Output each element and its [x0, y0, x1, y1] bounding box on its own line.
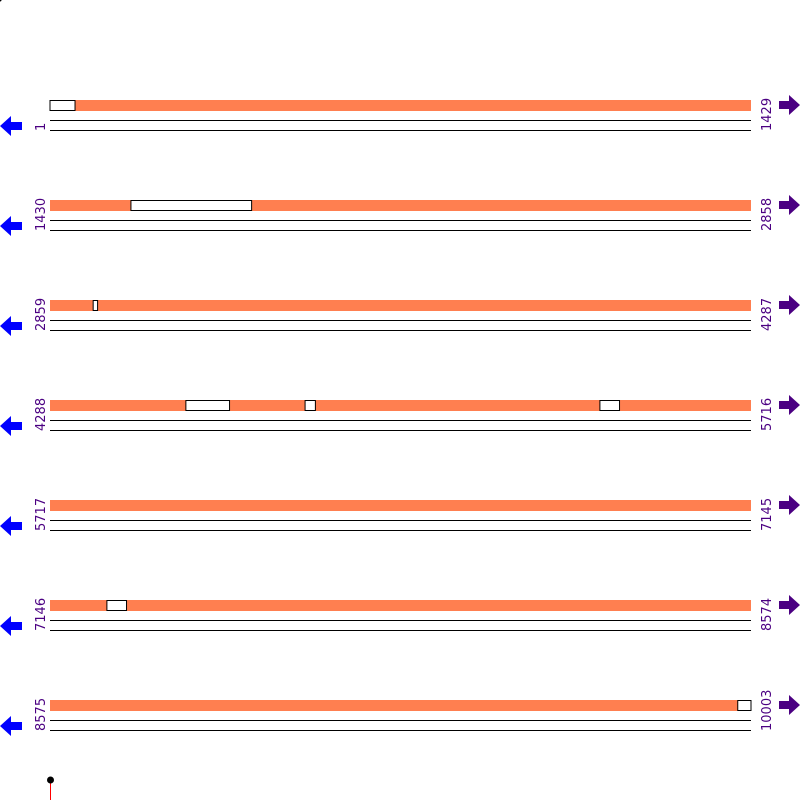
row-end-label: 7145: [760, 498, 775, 531]
coverage-bar: [50, 700, 751, 711]
row-start-label: 1: [34, 123, 49, 131]
coverage-bar: [50, 400, 751, 411]
coverage-gap: [130, 200, 253, 211]
coverage-gap: [106, 600, 128, 611]
row-end-label: 5716: [760, 398, 775, 431]
coverage-gap: [737, 700, 752, 711]
arrow-left-icon[interactable]: [0, 316, 22, 336]
arrow-left-icon[interactable]: [0, 216, 22, 236]
arrow-right-icon[interactable]: [779, 595, 800, 615]
position-marker-dot: [47, 776, 54, 784]
coverage-bar: [50, 600, 751, 611]
arrow-right-icon[interactable]: [779, 695, 800, 715]
arrow-left-icon[interactable]: [0, 116, 22, 136]
row-end-label: 4287: [760, 298, 775, 331]
coverage-gap: [49, 100, 76, 111]
row-start-label: 4288: [34, 398, 49, 431]
arrow-right-icon[interactable]: [779, 495, 800, 515]
arrow-left-icon[interactable]: [0, 716, 22, 736]
row-start-label: 5717: [34, 498, 49, 531]
arrow-right-icon[interactable]: [779, 95, 800, 115]
row-start-label: 1430: [34, 198, 49, 231]
coverage-bar: [50, 300, 751, 311]
coverage-bar: [50, 100, 751, 111]
coverage-gap: [304, 400, 316, 411]
row-end-label: 8574: [760, 598, 775, 631]
coverage-gap: [92, 300, 99, 311]
arrow-left-icon[interactable]: [0, 416, 22, 436]
arrow-left-icon[interactable]: [0, 616, 22, 636]
row-start-label: 8575: [34, 698, 49, 731]
row-end-label: 10003: [760, 690, 775, 731]
arrow-right-icon[interactable]: [779, 295, 800, 315]
arrow-right-icon[interactable]: [779, 395, 800, 415]
coverage-bar: [50, 500, 751, 511]
coverage-gap: [599, 400, 621, 411]
row-start-label: 7146: [34, 598, 49, 631]
arrow-left-icon[interactable]: [0, 516, 22, 536]
row-start-label: 2859: [34, 298, 49, 331]
coverage-gap: [185, 400, 231, 411]
arrow-right-icon[interactable]: [779, 195, 800, 215]
row-end-label: 1429: [760, 98, 775, 131]
row-end-label: 2858: [760, 198, 775, 231]
corner-dot: [0, 0, 2, 2]
coverage-bar: [50, 200, 751, 211]
